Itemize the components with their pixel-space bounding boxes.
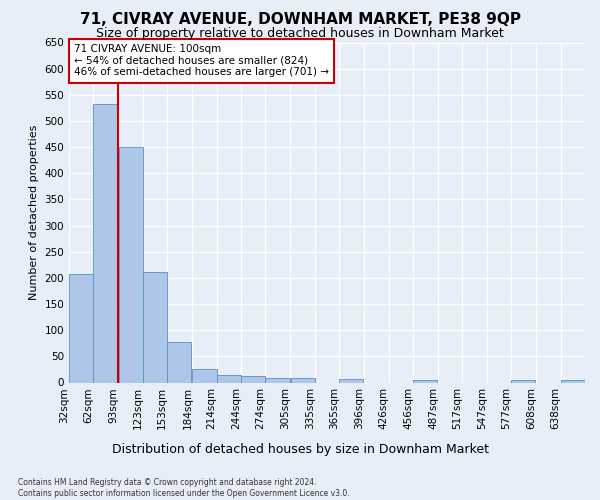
- Bar: [119, 146, 143, 382]
- Bar: [167, 342, 191, 382]
- Bar: [511, 380, 535, 382]
- Bar: [265, 378, 290, 382]
- Text: Distribution of detached houses by size in Downham Market: Distribution of detached houses by size …: [112, 442, 488, 456]
- Bar: [290, 378, 315, 382]
- Bar: [561, 380, 585, 382]
- Bar: [94, 104, 118, 382]
- Bar: [143, 272, 167, 382]
- Bar: [241, 376, 265, 382]
- Bar: [413, 380, 437, 382]
- Bar: [69, 274, 93, 382]
- Bar: [217, 374, 241, 382]
- Text: Contains HM Land Registry data © Crown copyright and database right 2024.
Contai: Contains HM Land Registry data © Crown c…: [18, 478, 350, 498]
- Text: Size of property relative to detached houses in Downham Market: Size of property relative to detached ho…: [96, 28, 504, 40]
- Text: 71 CIVRAY AVENUE: 100sqm
← 54% of detached houses are smaller (824)
46% of semi-: 71 CIVRAY AVENUE: 100sqm ← 54% of detach…: [74, 44, 329, 78]
- Y-axis label: Number of detached properties: Number of detached properties: [29, 125, 39, 300]
- Text: 71, CIVRAY AVENUE, DOWNHAM MARKET, PE38 9QP: 71, CIVRAY AVENUE, DOWNHAM MARKET, PE38 …: [79, 12, 521, 28]
- Bar: [339, 380, 364, 382]
- Bar: [193, 369, 217, 382]
